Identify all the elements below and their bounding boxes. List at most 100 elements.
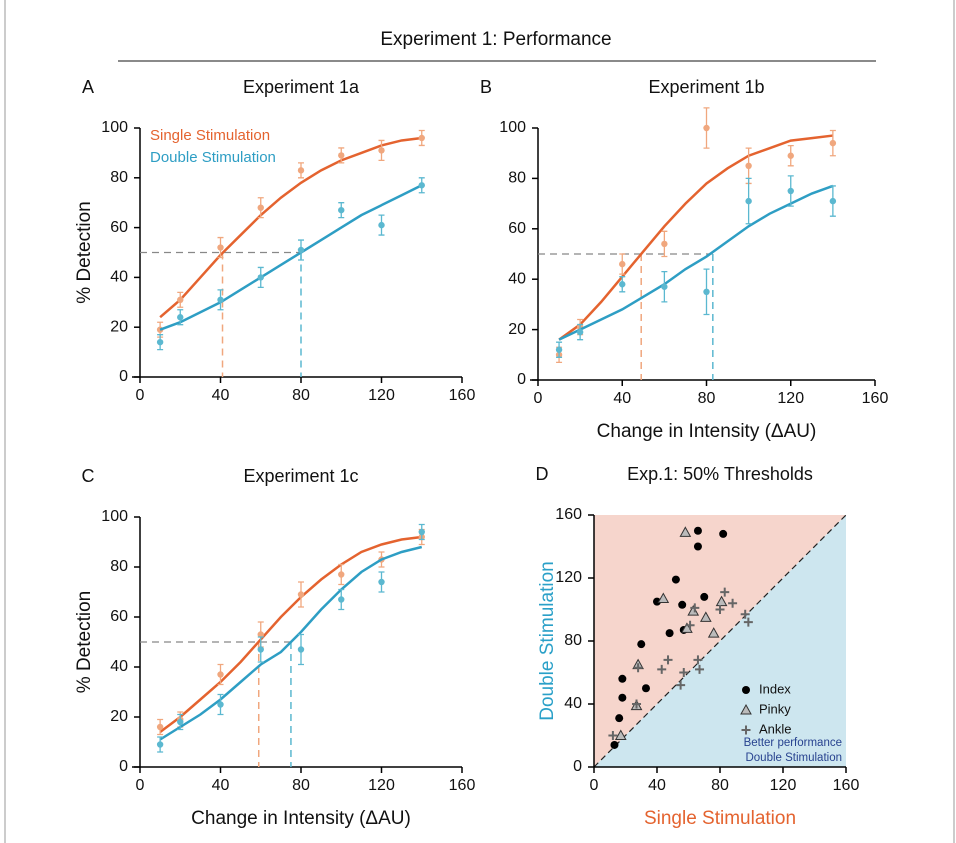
panel-title: Experiment 1c bbox=[243, 466, 358, 486]
data-point bbox=[690, 603, 700, 613]
data-point bbox=[661, 240, 668, 248]
data-point bbox=[297, 167, 305, 174]
panel-title: Experiment 1a bbox=[243, 77, 360, 97]
legend-marker bbox=[741, 725, 751, 735]
panel-letter: D bbox=[536, 464, 549, 484]
data-point bbox=[576, 328, 584, 336]
y-tick-label: 80 bbox=[508, 170, 526, 187]
x-tick-label: 120 bbox=[368, 777, 395, 794]
data-point bbox=[728, 598, 738, 608]
x-tick-label: 0 bbox=[136, 777, 145, 794]
y-tick-label: 80 bbox=[110, 558, 128, 575]
data-point bbox=[418, 134, 425, 142]
data-point bbox=[177, 718, 184, 726]
x-tick-label: 80 bbox=[698, 390, 716, 407]
fit-curve bbox=[159, 184, 423, 331]
annotation: Double Stimulation bbox=[745, 752, 842, 764]
data-point bbox=[693, 542, 702, 551]
x-tick-label: 160 bbox=[862, 390, 889, 407]
x-tick-label: 160 bbox=[449, 777, 476, 794]
data-point bbox=[156, 741, 164, 748]
y-tick-label: 80 bbox=[564, 632, 582, 649]
data-point bbox=[217, 671, 224, 678]
y-tick-label: 0 bbox=[517, 371, 526, 388]
y-tick-label: 20 bbox=[110, 318, 128, 335]
lower-region bbox=[594, 515, 846, 767]
legend-marker bbox=[740, 703, 752, 715]
data-point bbox=[740, 609, 750, 619]
legend-entry: Single Stimulation bbox=[150, 127, 270, 144]
y-tick-label: 100 bbox=[101, 119, 128, 136]
data-point bbox=[555, 346, 563, 353]
data-point bbox=[608, 731, 618, 740]
x-tick-label: 0 bbox=[534, 390, 543, 407]
data-point bbox=[700, 592, 709, 601]
data-point bbox=[217, 244, 224, 251]
x-tick-label: 160 bbox=[833, 777, 860, 794]
legend-entry: Index bbox=[759, 681, 791, 696]
data-point bbox=[787, 187, 794, 195]
data-point bbox=[787, 152, 794, 159]
y-tick-label: 0 bbox=[573, 758, 582, 775]
data-point bbox=[678, 600, 687, 609]
data-point bbox=[699, 611, 712, 622]
data-point bbox=[703, 124, 710, 132]
y-tick-label: 60 bbox=[508, 220, 526, 237]
y-tick-label: 80 bbox=[110, 169, 128, 186]
data-point bbox=[632, 699, 642, 709]
x-axis-label: Change in Intensity (ΔAU) bbox=[191, 808, 411, 829]
data-point bbox=[637, 640, 646, 649]
x-tick-label: 120 bbox=[368, 387, 395, 404]
data-point bbox=[257, 274, 264, 281]
data-point bbox=[217, 701, 224, 708]
data-point bbox=[745, 197, 752, 205]
data-point bbox=[614, 729, 627, 740]
data-point bbox=[338, 596, 345, 603]
data-point bbox=[707, 627, 720, 638]
y-tick-label: 100 bbox=[499, 119, 526, 136]
data-point bbox=[156, 338, 164, 346]
panel-letter: A bbox=[82, 77, 94, 97]
data-point bbox=[719, 529, 728, 538]
x-tick-label: 40 bbox=[212, 387, 230, 404]
fit-curve bbox=[159, 535, 422, 734]
panel-letter: C bbox=[82, 466, 95, 486]
fit-curve bbox=[159, 136, 422, 319]
data-point bbox=[665, 629, 674, 638]
x-tick-label: 40 bbox=[613, 390, 631, 407]
data-point bbox=[657, 592, 670, 603]
x-tick-label: 40 bbox=[648, 777, 666, 794]
x-tick-label: 120 bbox=[770, 777, 797, 794]
panel-title: Exp.1: 50% Thresholds bbox=[627, 464, 813, 484]
data-point bbox=[618, 693, 627, 702]
data-point bbox=[641, 684, 650, 693]
y-tick-label: 20 bbox=[110, 708, 128, 725]
data-point bbox=[653, 597, 661, 606]
legend-marker bbox=[742, 686, 750, 694]
data-point bbox=[618, 674, 627, 683]
x-tick-label: 80 bbox=[292, 777, 310, 794]
data-point bbox=[619, 281, 626, 288]
x-axis-label: Change in Intensity (ΔAU) bbox=[597, 421, 817, 442]
y-tick-label: 160 bbox=[555, 506, 582, 523]
data-point bbox=[633, 663, 643, 673]
data-point bbox=[829, 197, 837, 205]
y-tick-label: 60 bbox=[110, 608, 128, 625]
data-point bbox=[715, 605, 725, 614]
legend-entry: Pinky bbox=[759, 701, 791, 716]
y-tick-label: 120 bbox=[555, 569, 582, 586]
data-point bbox=[676, 680, 686, 690]
data-point bbox=[297, 591, 305, 598]
data-point bbox=[615, 714, 624, 723]
data-point bbox=[297, 646, 305, 653]
data-point bbox=[177, 296, 184, 304]
fit-curve bbox=[558, 184, 834, 341]
data-point bbox=[663, 655, 673, 665]
x-tick-label: 160 bbox=[449, 387, 476, 404]
data-point bbox=[378, 578, 385, 586]
data-point bbox=[679, 526, 692, 537]
data-point bbox=[418, 528, 425, 536]
x-tick-label: 40 bbox=[212, 777, 230, 794]
figure-title: Experiment 1: Performance bbox=[380, 29, 611, 50]
